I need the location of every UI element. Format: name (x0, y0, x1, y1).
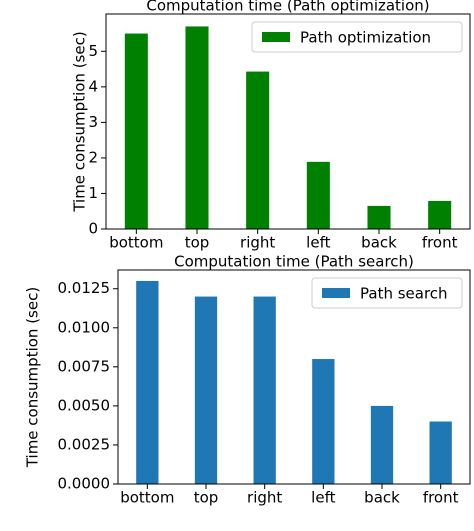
x-tick-label: right (247, 489, 282, 507)
y-tick-label: 1 (88, 184, 98, 202)
x-tick-label: back (364, 489, 400, 507)
y-tick-label: 0.0050 (58, 396, 111, 414)
x-tick-label: front (422, 234, 458, 252)
x-tick-label: front (423, 489, 459, 507)
x-tick-label: left (306, 234, 330, 252)
y-axis-label: Time consumption (sec) (71, 31, 89, 212)
x-tick-label: right (240, 234, 275, 252)
bar (312, 359, 335, 484)
y-tick-label: 2 (88, 148, 98, 166)
bar (136, 280, 159, 484)
bar (124, 33, 148, 229)
legend-label: Path optimization (300, 29, 431, 47)
axes-frame (105, 13, 471, 230)
bar (185, 26, 209, 229)
y-tick-label: 5 (88, 42, 98, 60)
y-tick-label: 3 (88, 113, 98, 131)
bar (246, 71, 270, 229)
x-tick-label: back (361, 234, 397, 252)
x-tick-label: top (194, 489, 219, 507)
axes-frame (117, 269, 471, 485)
y-tick-label: 0.0000 (58, 475, 111, 493)
y-tick-label: 0 (88, 220, 98, 238)
y-axis-label: Time consumption (sec) (24, 287, 42, 468)
y-tick-label: 0.0100 (58, 318, 111, 336)
legend-box (311, 277, 463, 309)
chart-title: Computation time (Path search) (174, 253, 414, 271)
x-tick-label: top (185, 234, 210, 252)
y-tick-label: 4 (88, 77, 98, 95)
legend-swatch (322, 288, 350, 298)
bar (367, 205, 391, 229)
x-tick-label: bottom (120, 489, 174, 507)
bar (253, 296, 276, 484)
legend-box (251, 21, 463, 53)
legend-label: Path search (360, 285, 448, 303)
bar (370, 405, 394, 484)
bar (194, 296, 218, 484)
bar (306, 161, 330, 229)
chart-title: Computation time (Path optimization) (146, 0, 429, 15)
bar (429, 421, 452, 484)
bar (428, 200, 452, 229)
x-tick-label: left (311, 489, 335, 507)
legend-swatch (262, 32, 290, 42)
y-tick-label: 0.0075 (58, 357, 111, 375)
y-tick-label: 0.0125 (58, 279, 111, 297)
x-tick-label: bottom (109, 234, 163, 252)
y-tick-label: 0.0025 (58, 435, 111, 453)
